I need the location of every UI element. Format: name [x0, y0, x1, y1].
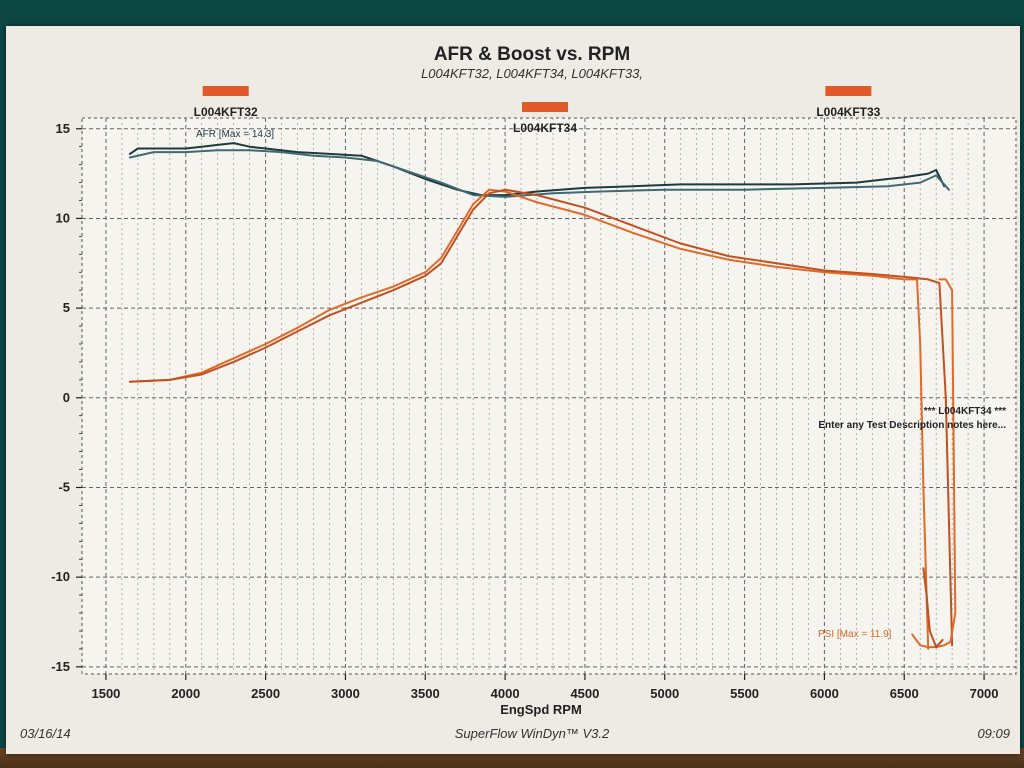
- x-tick-label: 4000: [491, 686, 520, 701]
- grid-lines: [82, 118, 1016, 674]
- chart-title: AFR & Boost vs. RPM: [434, 44, 630, 65]
- y-tick-label: -10: [51, 569, 70, 584]
- psi-max-annotation: PSI [Max = 11.9]: [818, 629, 892, 640]
- chart-printout: AFR & Boost vs. RPM L004KFT32, L004KFT34…: [6, 26, 1020, 754]
- chart-subtitle: L004KFT32, L004KFT34, L004KFT33,: [421, 66, 643, 81]
- x-tick-label: 5000: [650, 686, 679, 701]
- test-note-title: *** L004KFT34 ***: [924, 406, 1006, 417]
- chart: AFR & Boost vs. RPM L004KFT32, L004KFT34…: [20, 44, 1017, 741]
- footer-date: 03/16/14: [20, 726, 71, 741]
- series-layer: [128, 142, 957, 650]
- plot-frame: [81, 117, 1017, 675]
- y-tick-label: 0: [63, 390, 70, 405]
- y-tick-label: 15: [56, 121, 70, 136]
- footer-software: SuperFlow WinDyn™ V3.2: [455, 726, 610, 741]
- x-tick-label: 1500: [91, 686, 120, 701]
- run-marker-swatch: [522, 102, 569, 112]
- series-line-afr: [128, 149, 950, 198]
- y-tick-label: -5: [58, 479, 70, 494]
- x-tick-label: 2500: [251, 686, 280, 701]
- x-tick-label: 7000: [970, 686, 999, 701]
- series-line-psi: [922, 567, 944, 649]
- series-line-afr: [128, 142, 946, 197]
- series-line-psi: [911, 278, 957, 649]
- run-marker-swatch: [825, 86, 872, 96]
- footer-time: 09:09: [977, 726, 1010, 741]
- series-line-psi: [128, 188, 954, 647]
- run-markers: L004KFT32 L004KFT34 L004KFT33: [194, 86, 881, 135]
- x-axis-label: EngSpd RPM: [500, 702, 582, 717]
- x-tick-label: 3000: [331, 686, 360, 701]
- x-axis: 1500 2000 2500 3000 3500 4000 4500 5000 5500 6000…: [91, 674, 999, 701]
- y-axis: 15 10 5 0 -5 -10 -15: [51, 121, 82, 674]
- y-tick-label: -15: [51, 659, 70, 674]
- x-tick-label: 3500: [411, 686, 440, 701]
- x-tick-label: 4500: [570, 686, 599, 701]
- run-marker-label: L004KFT32: [194, 105, 258, 119]
- y-tick-label: 5: [63, 300, 70, 315]
- run-marker-label: L004KFT33: [816, 105, 880, 119]
- run-marker-swatch: [202, 86, 249, 96]
- plot-area: [81, 117, 1017, 675]
- afr-max-annotation: AFR [Max = 14.3]: [196, 129, 274, 140]
- test-note-body: Enter any Test Description notes here...: [818, 420, 1006, 431]
- x-tick-label: 6000: [810, 686, 839, 701]
- x-tick-label: 6500: [890, 686, 919, 701]
- x-tick-label: 2000: [171, 686, 200, 701]
- x-tick-label: 5500: [730, 686, 759, 701]
- run-marker-label: L004KFT34: [513, 121, 577, 135]
- y-tick-label: 10: [56, 210, 70, 225]
